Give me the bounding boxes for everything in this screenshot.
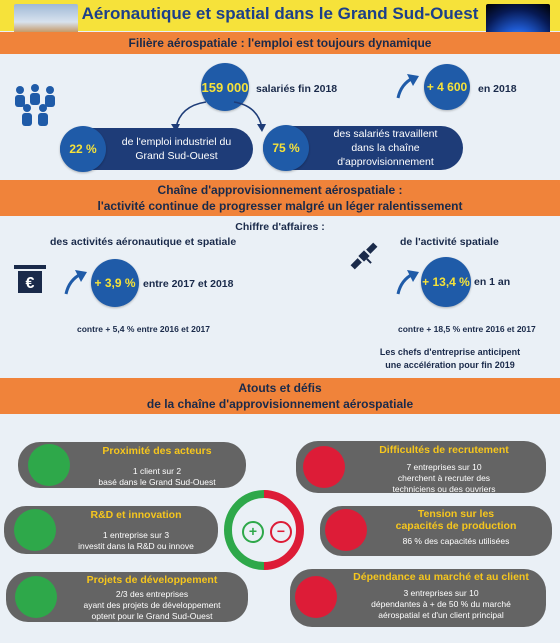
strength-title: Proximité des acteurs — [102, 445, 212, 457]
pct1-bubble: 22 % — [60, 126, 106, 172]
section3-banner — [0, 378, 560, 414]
left-value: + 3,9 % — [94, 276, 136, 290]
strength-line: basé dans le Grand Sud-Ouest — [98, 477, 216, 487]
left-note: contre + 5,4 % entre 2016 et 2017 — [77, 324, 211, 334]
title-bar — [0, 0, 560, 31]
strength-line: 1 entreprise sur 3 — [102, 530, 170, 540]
section3-title-line2: de la chaîne d'approvisionnement aérospa… — [146, 397, 414, 411]
pct2-label: des salariés travaillent dans la chaîne … — [266, 127, 461, 169]
challenge-line: 7 entreprises sur 10 — [406, 462, 482, 472]
challenge-line: dépendantes à + de 50 % du marché — [371, 599, 511, 609]
challenge-line: techniciens ou des ouvriers — [392, 484, 496, 494]
section2-title: Chaîne d'approvisionnement aérospatiale … — [0, 182, 560, 214]
section3-title: Atouts et défis de la chaîne d'approvisi… — [0, 380, 560, 412]
right-value: + 13,4 % — [422, 275, 470, 289]
strength-green-dot — [28, 444, 70, 486]
outlook-line1: Les chefs d'entreprise anticipent — [379, 347, 521, 357]
pct2-label-line1: des salariés travaillent — [333, 128, 438, 140]
section1-title: Filière aérospatiale : l'emploi est touj… — [128, 36, 432, 50]
left-value-bubble: + 3,9 % — [91, 259, 139, 307]
left-period: entre 2017 et 2018 — [143, 278, 234, 290]
challenge-title: Tension sur les — [417, 508, 495, 520]
strength-line: ayant des projets de développement — [83, 600, 221, 610]
employees-value: 159 000 — [201, 79, 249, 95]
challenge-red-dot — [295, 576, 337, 618]
svg-text:€: € — [26, 275, 35, 292]
section2-title-line1: Chaîne d'approvisionnement aérospatiale … — [157, 183, 403, 197]
minus-icon: − — [270, 521, 292, 543]
people-group-icon — [10, 82, 60, 137]
section3-title-line1: Atouts et défis — [238, 381, 322, 395]
growth-label: en 2018 — [478, 83, 517, 95]
right-activity-label: de l'activité spatiale — [400, 236, 499, 248]
strength-green-dot — [15, 576, 57, 618]
pct1-label-line2: Grand Sud-Ouest — [135, 150, 218, 162]
turnover-label: Chiffre d'affaires : — [235, 221, 325, 233]
euro-register-icon: € — [12, 263, 48, 300]
section2-title-line2: l'activité continue de progresser malgré… — [97, 199, 463, 213]
challenge-line: 3 entreprises sur 10 — [403, 588, 479, 598]
strength-green-dot — [14, 509, 56, 551]
outlook-line2: une accélération pour fin 2019 — [385, 360, 515, 370]
challenge-title: capacités de production — [395, 520, 517, 532]
pct2-bubble: 75 % — [263, 125, 309, 171]
pct1-label: de l'emploi industriel du Grand Sud-Oues… — [62, 135, 252, 163]
pct2-label-line3: d'approvisionnement — [337, 156, 434, 168]
strength-title: R&D et innovation — [90, 509, 182, 521]
growth-value: + 4 600 — [426, 80, 468, 94]
growth-arrow-icon — [395, 72, 421, 100]
pct1-label-line1: de l'emploi industriel du — [121, 136, 232, 148]
section2-banner — [0, 180, 560, 216]
plus-icon: + — [242, 521, 264, 543]
pct2-value: 75 % — [272, 141, 300, 155]
strength-line: optent pour le Grand Sud-Ouest — [91, 611, 213, 621]
section1-banner — [0, 32, 560, 54]
challenge-red-dot — [325, 509, 367, 551]
challenge-title: Difficultés de recrutement — [379, 444, 509, 456]
page-title: Aéronautique et spatial dans le Grand Su… — [81, 4, 479, 23]
strength-line: investit dans la R&D ou innove — [78, 541, 194, 551]
growth-bubble: + 4 600 — [424, 64, 470, 110]
left-growth-arrow-icon — [63, 268, 89, 296]
right-value-bubble: + 13,4 % — [421, 257, 471, 307]
strength-line: 1 client sur 2 — [132, 466, 182, 476]
pct2-label-line2: dans la chaîne — [351, 142, 420, 154]
employees-label: salariés fin 2018 — [256, 83, 338, 95]
outlook-note: Les chefs d'entreprise anticipent une ac… — [360, 346, 540, 372]
strength-title: Projets de développement — [86, 574, 218, 586]
pct1-value: 22 % — [69, 142, 97, 156]
challenge-line: 86 % des capacités utilisées — [402, 536, 510, 546]
plus-minus-ring — [224, 490, 304, 575]
satellite-icon — [346, 238, 382, 279]
challenge-title: Dépendance au marché et au client — [353, 571, 529, 583]
left-activity-label: des activités aéronautique et spatiale — [50, 236, 237, 248]
strength-line: 2/3 des entreprises — [115, 589, 189, 599]
right-note: contre + 18,5 % entre 2016 et 2017 — [398, 324, 536, 334]
challenge-red-dot — [303, 446, 345, 488]
right-period: en 1 an — [474, 276, 511, 288]
challenge-line: aérospatial et d'un client principal — [378, 610, 504, 620]
right-growth-arrow-icon — [395, 268, 421, 296]
challenge-line: cherchent à recruter des — [397, 473, 491, 483]
